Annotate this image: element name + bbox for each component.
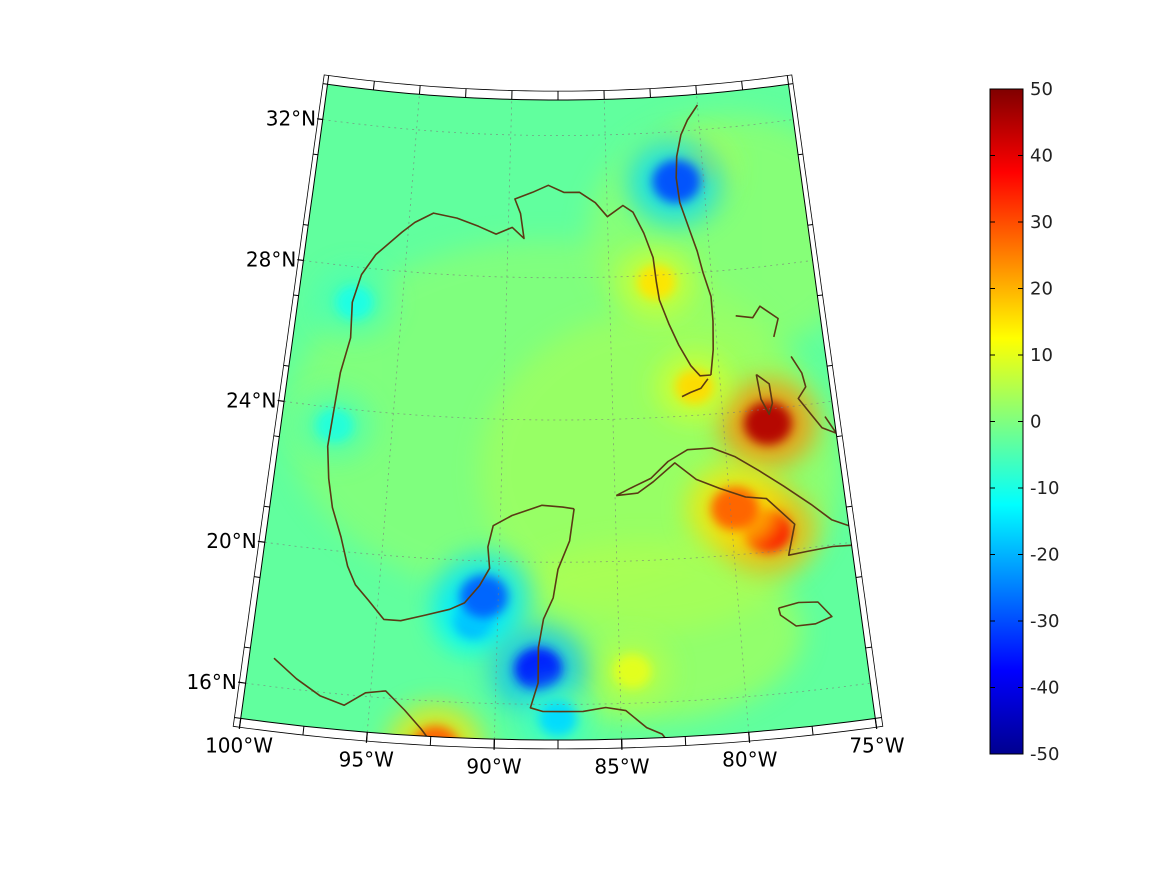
frame-tick: [263, 505, 270, 508]
frame-tick: [254, 576, 261, 578]
longitude-tick: [238, 718, 242, 730]
longitude-line: [696, 94, 750, 733]
longitude-label: 90°W: [466, 755, 521, 779]
map-frame: [232, 74, 884, 750]
latitude-line: [303, 260, 813, 279]
colorbar-tick-label: -50: [1030, 744, 1059, 765]
latitude-line: [245, 682, 871, 705]
latitude-label: 16°N: [186, 670, 236, 694]
latitude-line: [264, 541, 852, 563]
longitude-tick: [365, 732, 368, 743]
longitude-label: 85°W: [594, 755, 649, 779]
latitude-line: [322, 119, 794, 137]
latitude-labels: 32°N 28°N 24°N 20°N 16°N: [186, 107, 323, 694]
coastline: [273, 104, 876, 741]
anomaly-core: [315, 408, 354, 443]
colorbar-tick-label: 0: [1030, 412, 1041, 433]
latitude-label: 32°N: [266, 107, 316, 131]
frame-tick: [811, 726, 814, 736]
colorbar-ticks: 50 40 30 20 10 0 -10 -20 -30 -40 -50: [990, 79, 1059, 765]
colorbar: 50 40 30 20 10 0 -10 -20 -30 -40 -50: [989, 79, 1059, 765]
frame-tick: [303, 224, 309, 226]
colorbar-tick-label: -30: [1030, 611, 1059, 632]
longitude-tick: [748, 732, 751, 743]
frame-tick: [817, 294, 823, 297]
latitude-tick: [238, 681, 246, 684]
colorbar-gradient: [989, 88, 1024, 755]
frame-tick: [741, 81, 744, 91]
anomaly-core: [743, 401, 792, 445]
latitude-label: 24°N: [226, 388, 276, 412]
frame-tick: [273, 435, 280, 438]
latitude-tick: [257, 540, 265, 543]
frame-tick: [798, 153, 803, 156]
colorbar-tick-label: 20: [1030, 279, 1053, 300]
longitude-tick: [874, 718, 878, 730]
colorbar-tick-label: 30: [1030, 212, 1053, 233]
coastline-segment: [755, 373, 774, 416]
frame-tick: [302, 726, 305, 736]
longitude-label: 80°W: [722, 748, 777, 772]
frame-tick: [283, 364, 290, 367]
coastline-segment: [529, 508, 669, 741]
coastline-segment: [790, 355, 855, 446]
longitude-label: 95°W: [339, 748, 394, 772]
frame-tick: [865, 646, 872, 649]
latitude-label: 20°N: [206, 529, 256, 553]
colorbar-tick-label: 50: [1030, 79, 1053, 100]
frame-tick: [788, 83, 794, 85]
map-panel: 32°N 28°N 24°N 20°N 16°N 100°W 95°W 90°W 85°W 80…: [186, 74, 905, 779]
colorbar-tick-label: 10: [1030, 345, 1053, 366]
frame-tick: [327, 75, 330, 85]
longitude-label: 75°W: [849, 734, 904, 758]
colorbar-tick-label: -40: [1030, 678, 1059, 699]
frame-tick: [846, 505, 853, 508]
colorbar-tick-label: -10: [1030, 478, 1059, 499]
frame-tick: [418, 85, 421, 95]
map-outer-border: [232, 74, 884, 750]
frame-tick: [695, 85, 698, 95]
frame-tick: [234, 717, 241, 719]
latitude-tick: [297, 259, 304, 262]
heatmap-field: [287, 114, 869, 741]
frame-tick: [244, 646, 251, 649]
coastline-segment: [675, 104, 714, 376]
frame-tick: [786, 75, 789, 85]
longitude-labels: 100°W 95°W 90°W 85°W 80°W 75°W: [205, 718, 905, 779]
coastline-segment: [681, 378, 709, 398]
anomaly-core: [539, 701, 577, 736]
frame-tick: [836, 435, 843, 438]
frame-tick: [855, 576, 862, 578]
frame-tick: [322, 83, 328, 85]
frame-tick: [807, 224, 813, 226]
colorbar-tick-label: -20: [1030, 545, 1059, 566]
coastline-segment: [326, 184, 711, 622]
frame-tick: [372, 81, 375, 91]
anomaly-core: [613, 654, 652, 689]
frame-tick: [826, 364, 833, 367]
frame-tick: [875, 717, 882, 719]
frame-tick: [313, 153, 318, 156]
frame-tick: [293, 294, 299, 297]
longitude-line: [366, 94, 420, 733]
anomaly-core: [459, 574, 508, 619]
latitude-tick: [277, 399, 285, 402]
latitude-line: [284, 400, 832, 421]
anomaly-core: [411, 725, 460, 741]
anomaly-core: [335, 285, 374, 320]
coastline-segment: [872, 536, 876, 594]
coastline-segment: [777, 601, 833, 627]
latitude-tick: [316, 118, 323, 121]
coastline-segment: [735, 305, 779, 338]
longitude-label: 100°W: [205, 734, 273, 758]
anomaly-halo: [387, 704, 484, 741]
colorbar-tick-label: 40: [1030, 146, 1053, 167]
latitude-label: 28°N: [246, 247, 296, 271]
